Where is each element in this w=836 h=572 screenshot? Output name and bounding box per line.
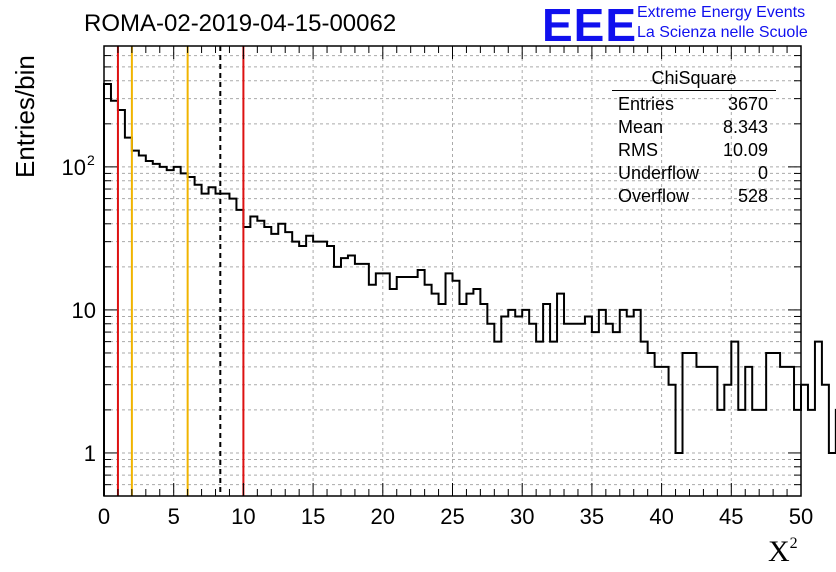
stats-box: ChiSquare Entries 3670 Mean 8.343 RMS 10.09… (612, 68, 776, 208)
histogram-series (103, 82, 836, 496)
stats-label: RMS (618, 140, 658, 160)
x-tick-label: 0 (98, 504, 110, 529)
stats-value: 0 (757, 163, 768, 183)
stats-label: Entries (618, 94, 675, 114)
y-tick-label: 1 (84, 441, 96, 466)
logo-tagline-2: La Scienza nelle Scuole (637, 24, 808, 41)
stats-label: Overflow (618, 186, 690, 206)
y-tick-label-exponent: 2 (87, 152, 95, 168)
x-axis-label-base: X (768, 535, 790, 568)
stats-value: 10.09 (722, 140, 768, 160)
x-tick-label: 30 (510, 504, 534, 529)
stats-row-overflow: Overflow 528 (612, 185, 776, 208)
stats-value: 528 (737, 186, 768, 206)
x-tick-label: 45 (719, 504, 743, 529)
y-axis-label: Entries/bin (10, 55, 40, 178)
chart-title: ROMA-02-2019-04-15-00062 (84, 10, 397, 37)
stats-row-entries: Entries 3670 (612, 93, 776, 116)
x-tick-label: 40 (649, 504, 673, 529)
x-tick-label: 20 (371, 504, 395, 529)
x-tick-label: 15 (301, 504, 325, 529)
stats-label: Underflow (618, 163, 700, 183)
x-tick-label: 25 (440, 504, 464, 529)
x-tick-label: 5 (168, 504, 180, 529)
stats-row-underflow: Underflow 0 (612, 162, 776, 185)
stats-label: Mean (618, 117, 664, 137)
y-tick-label: 10 (62, 155, 86, 180)
stats-row-rms: RMS 10.09 (612, 139, 776, 162)
stats-title: ChiSquare (612, 68, 776, 91)
stats-row-mean: Mean 8.343 (612, 116, 776, 139)
x-axis-label-sup: 2 (789, 535, 798, 552)
stats-value: 8.343 (722, 117, 768, 137)
eee-logo: EEE (542, 0, 638, 51)
stats-value: 3670 (727, 94, 768, 114)
x-tick-label: 10 (231, 504, 255, 529)
x-axis-label: X2 (768, 535, 798, 569)
y-tick-label: 10 (72, 298, 96, 323)
x-tick-label: 50 (789, 504, 813, 529)
logo-tagline-1: Extreme Energy Events (637, 4, 806, 21)
x-tick-label: 35 (580, 504, 604, 529)
